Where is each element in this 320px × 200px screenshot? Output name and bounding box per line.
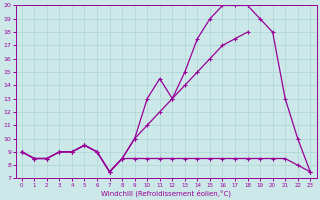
X-axis label: Windchill (Refroidissement éolien,°C): Windchill (Refroidissement éolien,°C) xyxy=(101,189,231,197)
